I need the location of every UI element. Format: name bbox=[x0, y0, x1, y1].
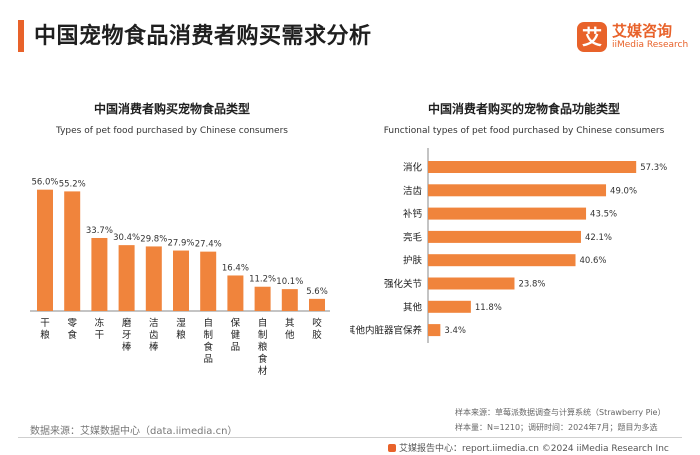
title-accent-bar bbox=[18, 20, 24, 52]
tick-label: 冻干 bbox=[95, 317, 105, 341]
data-label: 55.2% bbox=[59, 179, 86, 189]
brand-name: 艾媒咨询 bbox=[612, 22, 673, 40]
data-label: 49.0% bbox=[610, 186, 637, 196]
bar bbox=[428, 300, 471, 313]
brand-name-en: iiMedia Research bbox=[612, 40, 689, 50]
bar bbox=[428, 254, 576, 267]
bar bbox=[428, 207, 587, 220]
tick-label: 咬胶 bbox=[312, 317, 322, 341]
chart-subtitle: Functional types of pet food purchased b… bbox=[384, 126, 665, 136]
data-label: 23.8% bbox=[518, 280, 545, 290]
data-label: 5.6% bbox=[306, 287, 328, 297]
bar bbox=[227, 275, 244, 311]
data-label: 27.4% bbox=[195, 240, 222, 250]
data-label: 56.0% bbox=[31, 178, 58, 188]
page-title: 中国宠物食品消费者购买需求分析 bbox=[34, 24, 372, 49]
tick-label: 自制食品 bbox=[203, 317, 213, 365]
tick-label: 护肤 bbox=[403, 255, 423, 267]
bar bbox=[200, 251, 217, 311]
bar bbox=[91, 237, 108, 311]
data-label: 11.2% bbox=[249, 275, 276, 285]
tick-label: 消化 bbox=[403, 162, 423, 174]
sample-info: 样本量：N=1210；调研时间：2024年7月；题目为多选 bbox=[455, 423, 658, 432]
tick-label: 零食 bbox=[67, 318, 77, 341]
tick-label: 补钙 bbox=[403, 208, 423, 220]
data-source: 数据来源：艾媒数据中心（data.iimedia.cn） bbox=[30, 426, 238, 437]
bar bbox=[428, 324, 441, 337]
data-label: 3.4% bbox=[444, 326, 466, 336]
bar bbox=[428, 184, 607, 197]
data-label: 11.8% bbox=[475, 303, 502, 313]
bar bbox=[64, 191, 81, 311]
data-label: 30.4% bbox=[113, 233, 140, 243]
bar bbox=[145, 246, 162, 311]
chart-title: 中国消费者购买的宠物食品功能类型 bbox=[428, 101, 620, 116]
tick-label: 磨牙棒 bbox=[122, 318, 132, 353]
tick-label: 自制粮食材 bbox=[258, 317, 268, 377]
tick-label: 其他 bbox=[285, 318, 295, 341]
bar bbox=[428, 277, 515, 290]
tick-label: 洁齿 bbox=[403, 185, 423, 197]
bar bbox=[118, 245, 135, 311]
data-label: 43.5% bbox=[590, 210, 617, 220]
bar bbox=[428, 230, 581, 243]
data-label: 10.1% bbox=[276, 277, 303, 287]
bar bbox=[309, 298, 325, 311]
function-type-chart: 中国消费者购买的宠物食品功能类型 Functional types of pet… bbox=[350, 101, 667, 343]
bar bbox=[428, 161, 637, 173]
sample-source: 样本来源：草莓派数据调查与计算系统（Strawberry Pie） bbox=[455, 408, 666, 417]
bar bbox=[37, 189, 53, 311]
data-label: 27.9% bbox=[167, 239, 194, 249]
bar bbox=[173, 250, 189, 311]
purchase-type-chart: 中国消费者购买宠物食品类型 Types of pet food purchase… bbox=[30, 101, 330, 377]
data-label: 33.7% bbox=[86, 226, 113, 236]
bar bbox=[254, 286, 271, 311]
data-label: 57.3% bbox=[640, 163, 667, 173]
tick-label: 湿粮 bbox=[176, 318, 186, 341]
report-center-icon bbox=[388, 444, 396, 452]
tick-label: 强化关节 bbox=[384, 278, 422, 290]
tick-label: 保健品 bbox=[231, 317, 241, 353]
brand-logo-icon: 艾 bbox=[577, 22, 607, 52]
footer-text: 艾媒报告中心：report.iimedia.cn ©2024 iiMedia R… bbox=[399, 444, 669, 454]
tick-label: 洁齿棒 bbox=[149, 317, 159, 353]
data-label: 42.1% bbox=[585, 233, 612, 243]
data-label: 16.4% bbox=[222, 263, 249, 273]
data-label: 29.8% bbox=[140, 234, 167, 244]
footer-divider bbox=[18, 437, 682, 438]
data-label: 40.6% bbox=[580, 256, 607, 266]
bar bbox=[281, 289, 298, 311]
chart-subtitle: Types of pet food purchased by Chinese c… bbox=[55, 126, 288, 136]
tick-label: 其他内脏器官保养 bbox=[350, 325, 422, 337]
tick-label: 干粮 bbox=[40, 318, 50, 341]
tick-label: 其他 bbox=[403, 301, 423, 313]
footer-bar: 艾媒报告中心：report.iimedia.cn ©2024 iiMedia R… bbox=[388, 441, 669, 454]
tick-label: 亮毛 bbox=[403, 231, 423, 243]
chart-title: 中国消费者购买宠物食品类型 bbox=[94, 101, 250, 116]
